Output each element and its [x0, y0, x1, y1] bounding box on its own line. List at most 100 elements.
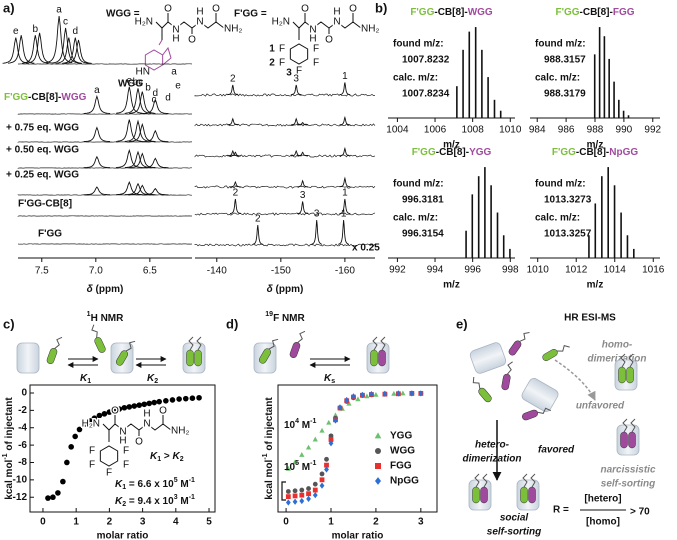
x-tick-label: 1010 [527, 265, 550, 276]
guest-body [186, 349, 194, 367]
x-tick-label: 3 [418, 517, 424, 528]
cucurbituril-body [469, 342, 507, 374]
x-tick-label: 996 [464, 265, 481, 276]
peak [116, 119, 143, 142]
axis-label: δ (ppm) [267, 284, 304, 295]
guest [194, 336, 202, 367]
atom: O [135, 437, 143, 448]
equation: [hetero] [584, 494, 621, 505]
bond [292, 21, 362, 29]
point [60, 478, 66, 485]
x-tick-label: 1006 [424, 125, 447, 136]
peak [142, 129, 169, 143]
legend-label: NpGG [390, 476, 419, 487]
point [328, 433, 334, 439]
guest-tail [54, 336, 63, 349]
point [285, 489, 291, 494]
peak-label: bc [133, 77, 144, 88]
note: favored [538, 445, 575, 456]
point [328, 440, 334, 447]
x-tick-label: 0 [283, 517, 289, 528]
guest-body [46, 348, 58, 364]
y-tick-label: -4 [18, 422, 27, 433]
annotation: 1007.8232 [402, 55, 450, 66]
point [72, 433, 78, 440]
point [312, 487, 318, 493]
point [400, 390, 406, 396]
point [306, 495, 311, 502]
trace-label: + 0.75 eq. WGG [6, 123, 79, 134]
x-tick-label: 1012 [565, 265, 588, 276]
text-part: 3 [174, 494, 178, 501]
peak [142, 98, 169, 115]
atom: H [333, 7, 340, 18]
x-tick-label: -160 [335, 266, 355, 277]
text-part: K [115, 479, 123, 490]
peak [297, 121, 308, 126]
peak-label: d [152, 88, 158, 99]
text-part: of injectant [4, 397, 15, 454]
guest-tail [196, 336, 202, 351]
text-part: F'GG [410, 7, 434, 18]
peak-label: 2 [255, 214, 261, 225]
equation: [homo] [586, 517, 620, 528]
text-part: M [299, 462, 310, 473]
text-part: -CB[8]- [434, 7, 467, 18]
text-part: -CB[8]- [576, 147, 609, 158]
guest [480, 473, 488, 504]
text-part: F NMR [273, 313, 305, 324]
text-part: = 9.4 x 10 [126, 496, 174, 507]
atom: e [175, 81, 181, 92]
text-part: 2 [154, 378, 158, 385]
guest-body [478, 387, 492, 403]
legend-marker [375, 448, 381, 454]
peak-label: a [56, 5, 62, 16]
point [360, 391, 365, 399]
guest-body [626, 366, 634, 384]
peak [124, 119, 152, 142]
point [369, 391, 374, 398]
text-part: 10 [284, 462, 296, 473]
text-part: -1 [262, 453, 269, 459]
atom: N [119, 427, 126, 438]
point [319, 427, 325, 433]
point [305, 444, 312, 450]
text-part: 5 [174, 477, 178, 484]
guest [370, 336, 378, 367]
guest-body [522, 409, 538, 421]
atom: F [279, 44, 285, 55]
point [182, 395, 189, 402]
peak [339, 82, 351, 96]
panel-label: e) [456, 316, 468, 331]
rate-label: Ks [324, 373, 335, 386]
annotation: K1 > K2 [150, 451, 184, 464]
trace-label: + 0.50 eq. WGG [6, 145, 79, 156]
guest [91, 324, 106, 353]
cucurbituril-body [16, 342, 40, 374]
atom: F [123, 460, 129, 471]
point [346, 400, 352, 406]
annotation: found m/z: [393, 179, 444, 190]
guest-body [528, 486, 536, 504]
text-part: M [299, 420, 310, 431]
legend-marker [375, 477, 381, 485]
point [292, 459, 298, 465]
axis-label: m/z [587, 140, 604, 151]
baseline-noise [194, 123, 376, 127]
text-part: = 6.6 x 10 [126, 479, 174, 490]
guest-body [259, 348, 271, 364]
point [299, 452, 305, 457]
text-part: -1 [189, 477, 195, 484]
point [319, 482, 325, 489]
point [196, 394, 202, 401]
point [333, 417, 338, 424]
guest-tail [622, 418, 628, 433]
trace-label: F'GG-CB[8]-WGG [4, 92, 87, 103]
peak-label: 3 [300, 190, 306, 201]
atom: N [172, 25, 179, 36]
atom: O [301, 4, 309, 15]
guest [289, 330, 306, 358]
annotation: 1013.3257 [544, 229, 592, 240]
point [116, 406, 123, 412]
x-tick-label: 1004 [386, 125, 409, 136]
